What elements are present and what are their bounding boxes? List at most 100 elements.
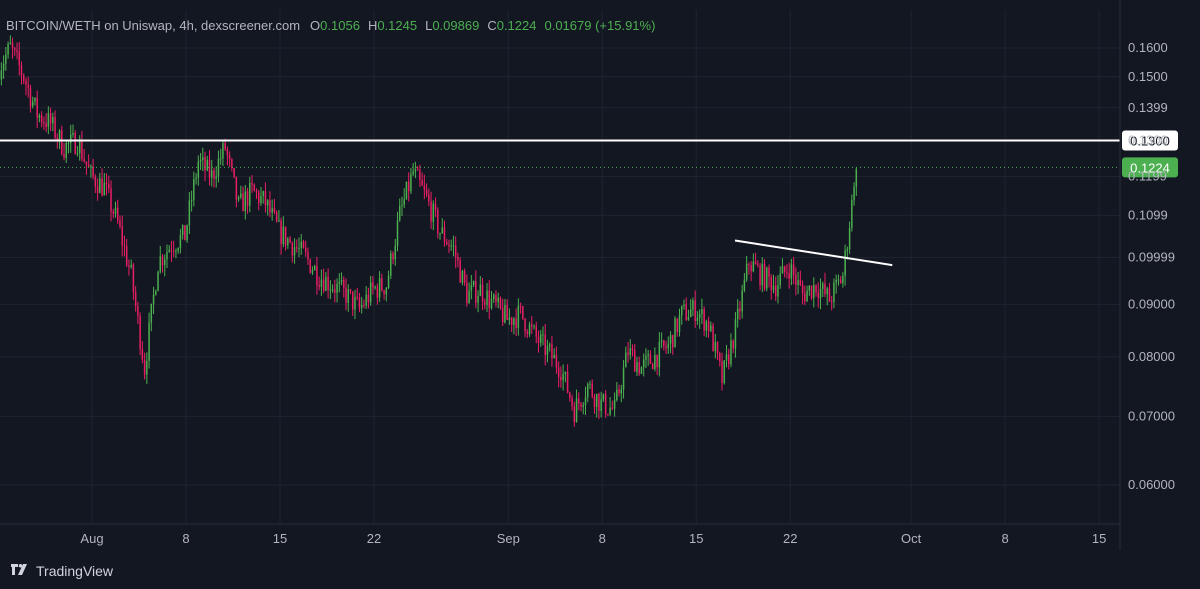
candle-body [172,250,175,252]
candle-body [625,352,627,368]
candle-body [788,273,790,279]
candle-body [437,210,439,234]
candle-body [622,367,625,390]
candle-body [607,414,609,416]
candle-body [629,348,632,356]
candle-body [76,152,79,154]
candle-body [367,294,370,303]
candle-body [569,392,571,399]
candle-body [150,303,153,323]
candle-body [705,321,708,331]
candle-body [719,353,721,362]
open-key: O [310,18,321,33]
candle-body [470,285,473,291]
candle-body [309,259,311,273]
candle-body [638,362,640,374]
candle-body [683,304,685,306]
candle-body [56,137,59,140]
candle-body [2,63,5,71]
candle-body [31,101,34,107]
candle-body [497,297,499,303]
x-tick-label: 8 [599,531,606,546]
candle-body [251,182,253,185]
candle-body [685,304,687,320]
candle-body [656,354,658,368]
candle-body [351,291,354,310]
candle-body [235,176,238,200]
candle-body [450,245,452,247]
grid-layer [0,10,1120,524]
candle-body [208,159,211,178]
candle-body [696,317,699,321]
candle-body [146,360,148,375]
candle-body [826,288,828,295]
candle-body [224,143,226,150]
candle-body [101,178,103,196]
candle-body [658,341,661,368]
candle-body [266,200,269,206]
candle-body [692,300,694,310]
candle-body [524,318,526,332]
candle-body [548,344,551,347]
candle-body [714,342,717,352]
candle-body [792,264,795,275]
candle-body [593,396,596,407]
candle-body [739,308,741,312]
candle-body [414,169,417,172]
candle-body [311,270,314,273]
candle-body [334,289,336,293]
candle-body [837,279,840,281]
candle-body [651,363,654,370]
candle-body [25,80,27,85]
candle-body [783,266,786,273]
candle-body [318,284,320,287]
candle-body [754,261,757,265]
candle-body [517,305,520,328]
candle-body [770,276,773,291]
candle-body [253,184,256,191]
candle-body [815,284,817,293]
candle-body [813,284,815,299]
low-key: L [425,18,433,33]
candle-body [354,296,356,310]
candle-body [20,65,23,76]
candle-body [249,182,251,206]
candle-body [137,305,139,316]
candle-layer [0,35,858,427]
candle-body [669,335,672,344]
candle-body [495,294,497,303]
candle-body [199,159,202,162]
candle-body [121,226,123,246]
x-tick-label: 8 [182,531,189,546]
candle-body [67,142,70,144]
candle-body [34,97,36,102]
candle-body [611,407,614,409]
candle-body [694,300,696,321]
candle-body [45,122,47,128]
candle-body [620,389,623,394]
candle-body [125,246,128,266]
candle-body [602,394,605,400]
candle-body [562,373,564,381]
change-value: 0.01679 (+15.91%) [544,18,656,33]
candle-body [459,260,461,283]
candle-body [701,309,703,315]
candle-body [390,253,392,276]
candle-body [584,397,587,406]
candle-body [244,191,247,212]
x-tick-label: 15 [1092,531,1106,546]
candle-body [759,265,761,286]
ohlc-legend: BITCOIN/WETH on Uniswap, 4h, dexscreener… [6,18,663,33]
x-tick-label: Aug [80,531,103,546]
candle-body [320,279,323,287]
candle-body [376,287,379,298]
candle-body [833,282,835,303]
candle-body [287,238,289,246]
tradingview-brand[interactable]: TradingView [10,563,113,579]
candle-body [262,191,264,196]
candle-body [566,371,569,393]
candle-body [40,115,43,123]
candle-body [501,307,504,323]
